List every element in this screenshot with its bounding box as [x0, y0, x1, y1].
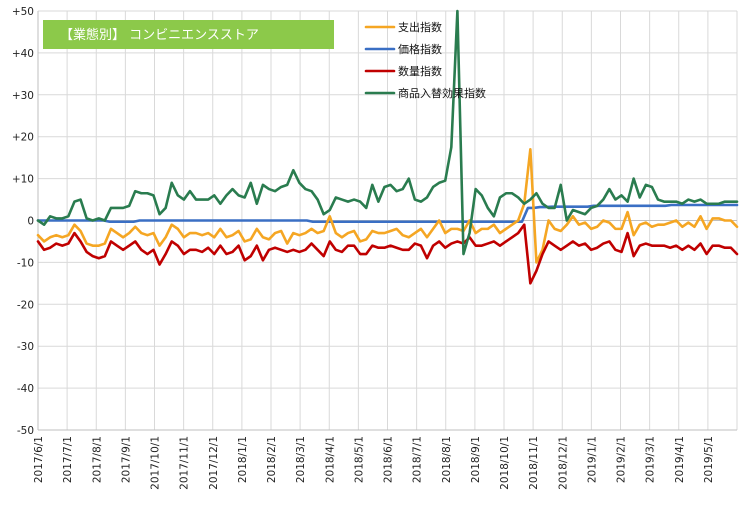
y-tick-label: +30 — [12, 90, 34, 102]
y-tick-label: -20 — [17, 299, 34, 311]
y-tick-label: -30 — [17, 341, 34, 353]
x-tick-label: 2019/2/1 — [616, 436, 628, 483]
x-tick-label: 2018/1/1 — [237, 436, 249, 483]
legend-label-0: 支出指数 — [398, 20, 442, 34]
x-tick-label: 2017/10/1 — [150, 436, 162, 490]
x-tick-label: 2019/5/1 — [703, 436, 715, 483]
y-tick-label: +10 — [12, 174, 34, 186]
y-tick-label: +50 — [12, 6, 34, 18]
x-tick-label: 2017/7/1 — [62, 436, 74, 483]
x-tick-label: 2018/6/1 — [383, 436, 395, 483]
x-tick-label: 2017/11/1 — [179, 436, 191, 490]
x-tick-label: 2017/12/1 — [208, 436, 220, 490]
x-tick-label: 2017/6/1 — [33, 436, 45, 483]
x-tick-label: 2018/4/1 — [324, 436, 336, 483]
chart-title-text: 【業態別】 コンビニエンスストア — [60, 27, 259, 43]
x-tick-label: 2017/9/1 — [120, 436, 132, 483]
x-tick-label: 2018/9/1 — [470, 436, 482, 483]
x-tick-label: 2018/11/1 — [528, 436, 540, 490]
y-tick-label: -50 — [17, 425, 34, 437]
legend-label-3: 商品入替効果指数 — [398, 86, 486, 100]
x-tick-label: 2019/3/1 — [645, 436, 657, 483]
x-tick-label: 2019/4/1 — [674, 436, 686, 483]
legend-label-2: 数量指数 — [398, 64, 442, 78]
x-tick-label: 2018/3/1 — [295, 436, 307, 483]
series-line-2 — [36, 223, 739, 285]
x-tick-label: 2018/12/1 — [557, 436, 569, 490]
x-tick-label: 2018/8/1 — [441, 436, 453, 483]
y-tick-label: 0 — [27, 216, 34, 228]
x-tick-label: 2017/8/1 — [91, 436, 103, 483]
chart-series — [36, 9, 739, 285]
y-tick-label: +20 — [12, 132, 34, 144]
legend-label-1: 価格指数 — [398, 42, 442, 56]
series-line-3 — [36, 9, 739, 256]
x-tick-label: 2018/7/1 — [412, 436, 424, 483]
y-tick-label: -40 — [17, 383, 34, 395]
x-tick-label: 2018/2/1 — [266, 436, 278, 483]
y-tick-label: -10 — [17, 257, 34, 269]
series-line-1 — [36, 203, 739, 224]
chart-title: 【業態別】 コンビニエンスストア — [43, 20, 334, 49]
x-tick-label: 2018/5/1 — [353, 436, 365, 483]
x-tick-label: 2018/10/1 — [499, 436, 511, 490]
y-tick-label: +40 — [12, 48, 34, 60]
chart-title-background — [43, 20, 334, 49]
series-line-0 — [36, 147, 739, 264]
x-tick-label: 2019/1/1 — [586, 436, 598, 483]
